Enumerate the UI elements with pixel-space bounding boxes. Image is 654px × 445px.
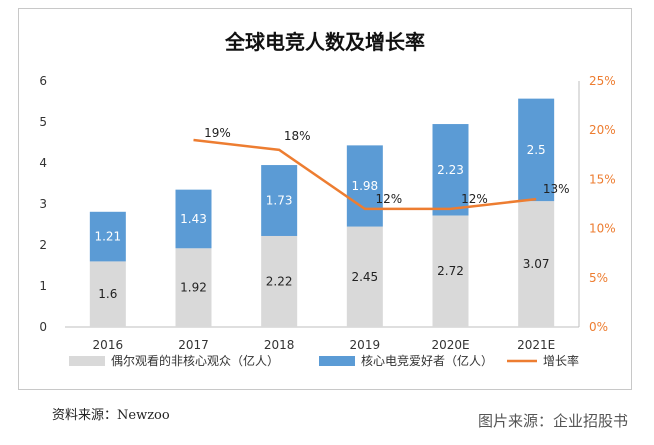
image-credit: 图片来源：企业招股书: [477, 412, 628, 430]
growth-label: 19%: [204, 126, 231, 140]
x-tick-label: 2019: [350, 338, 381, 352]
y2-tick-label: 15%: [589, 172, 616, 186]
x-tick-label: 2018: [264, 338, 295, 352]
growth-label: 12%: [461, 192, 488, 206]
growth-label: 13%: [543, 182, 570, 196]
bar-noncore-2021E: [518, 201, 555, 327]
chart-title: 全球电竞人数及增长率: [224, 30, 425, 54]
legend-swatch-1: [319, 356, 355, 366]
x-tick-label: 2017: [178, 338, 209, 352]
y-tick-label: 2: [39, 238, 47, 252]
bar-noncore-2017: [175, 248, 212, 327]
growth-label: 18%: [284, 129, 311, 143]
y-tick-label: 6: [39, 74, 47, 88]
y-tick-label: 4: [39, 156, 47, 170]
x-tick-label: 2016: [93, 338, 124, 352]
bar-core-2018: [261, 165, 298, 236]
bar-label-core: 1.21: [94, 230, 121, 244]
legend-label-1: 核心电竞爱好者（亿人）: [361, 353, 493, 368]
source-note: 资料来源：Newzoo: [52, 408, 170, 423]
y-tick-label: 3: [39, 197, 47, 211]
bar-label-core: 1.43: [180, 212, 207, 226]
x-tick-label: 2021E: [517, 338, 555, 352]
growth-line: [193, 138, 537, 211]
legend-label-0: 偶尔观看的非核心观众（亿人）: [111, 353, 279, 368]
y2-tick-label: 0%: [589, 320, 608, 334]
y2-tick-label: 10%: [589, 222, 616, 236]
bar-noncore-2019: [346, 226, 383, 327]
bar-label-core: 1.73: [266, 194, 293, 208]
bar-label-core: 1.98: [351, 179, 378, 193]
bar-core-2020E: [432, 124, 469, 216]
legend-swatch-0: [69, 356, 105, 366]
bar-label-noncore: 1.92: [180, 281, 207, 295]
bar-label-noncore: 2.22: [266, 274, 293, 288]
bar-core-2016: [89, 211, 126, 262]
legend-label-2: 增长率: [543, 353, 579, 368]
bar-label-noncore: 2.45: [351, 270, 378, 284]
bar-core-2017: [175, 189, 212, 249]
y-tick-label: 1: [39, 279, 47, 293]
bar-core-2019: [346, 145, 383, 227]
bar-noncore-2016: [89, 261, 126, 327]
y2-tick-label: 25%: [589, 74, 616, 88]
bar-core-2021E: [518, 98, 555, 202]
y-tick-label: 5: [39, 115, 47, 129]
chart: 全球电竞人数及增长率 0 1 2 3 4 5 6 0% 5% 10% 15% 20% 25% 1.6 1.21…: [39, 30, 616, 368]
bar-label-core: 2.5: [527, 143, 546, 157]
bar-noncore-2018: [261, 235, 298, 327]
bar-label-noncore: 3.07: [523, 257, 550, 271]
chart-frame: 全球电竞人数及增长率 0 1 2 3 4 5 6 0% 5% 10% 15% 20% 25% 1.6 1.21…: [18, 8, 632, 390]
bar-noncore-2020E: [432, 215, 469, 327]
bar-label-noncore: 1.6: [98, 287, 117, 301]
x-tick-label: 2020E: [431, 338, 469, 352]
y-tick-label: 0: [39, 320, 47, 334]
bar-label-core: 2.23: [437, 163, 464, 177]
bar-label-noncore: 2.72: [437, 264, 464, 278]
y2-tick-label: 5%: [589, 271, 608, 285]
y2-tick-label: 20%: [589, 123, 616, 137]
growth-label: 12%: [375, 192, 402, 206]
